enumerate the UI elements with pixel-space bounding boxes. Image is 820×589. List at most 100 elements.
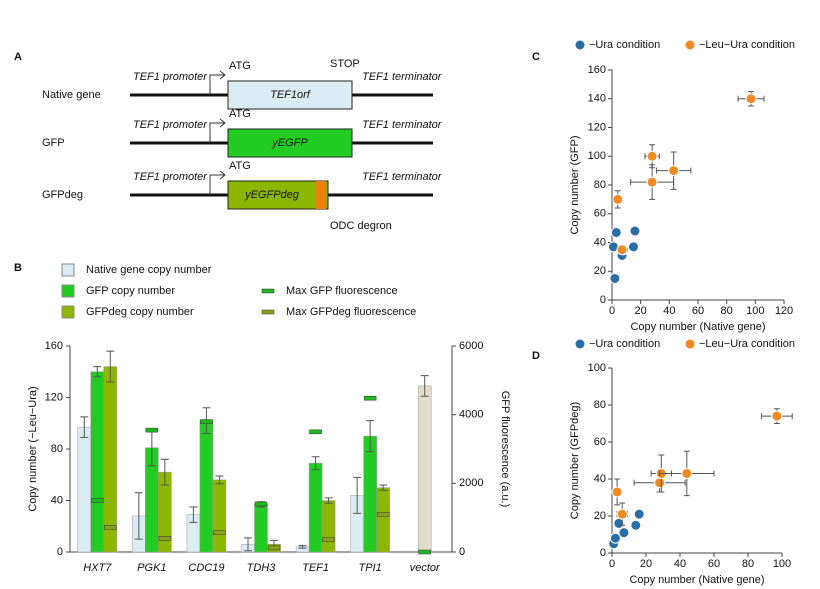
y-tick-label: 0 — [600, 294, 606, 306]
gene-box — [227, 128, 353, 158]
panel-label: A — [14, 51, 22, 63]
legend-marker — [574, 338, 586, 350]
point — [609, 272, 621, 284]
terminator-label: TEF1 terminator — [362, 119, 443, 131]
gene-box — [227, 180, 329, 210]
bar — [376, 487, 390, 553]
legend-label: Max GFPdeg fluorescence — [286, 306, 416, 318]
x-tick-label: 40 — [674, 558, 686, 570]
x-tick-label: 120 — [775, 305, 793, 317]
error-bar — [93, 366, 102, 378]
panel-label: D — [532, 350, 540, 362]
fluorescence-marker — [376, 511, 390, 517]
x-tick-label: TDH3 — [247, 562, 277, 574]
y-tick-label: 20 — [594, 265, 606, 277]
start-codon: ATG — [229, 60, 251, 72]
y-tick-label: 80 — [594, 179, 606, 191]
x-axis-title: Copy number (Native gene) — [629, 574, 764, 586]
bar — [254, 504, 268, 553]
y-tick-label: 0 — [600, 547, 606, 559]
y-tick-label: 60 — [594, 436, 606, 448]
construct-name: Native gene — [42, 89, 101, 101]
x-tick-label: vector — [410, 562, 441, 574]
fluorescence-marker — [267, 545, 281, 551]
point — [633, 508, 645, 520]
x-axis-title: Copy number (Native gene) — [630, 321, 765, 333]
y-tick-label: 40 — [594, 236, 606, 248]
legend-marker — [261, 309, 275, 315]
point — [611, 486, 623, 498]
legend-marker — [684, 39, 696, 51]
point — [646, 150, 658, 162]
legend-swatch — [61, 284, 75, 298]
legend-swatch — [61, 305, 75, 319]
promoter-label: TEF1 promoter — [133, 171, 208, 183]
x-tick-label: 0 — [609, 558, 615, 570]
point — [628, 241, 639, 253]
y-axis-title: Copy number (−Leu−Ura) — [27, 386, 39, 511]
bar — [199, 420, 214, 553]
legend-label: −Ura condition — [589, 39, 660, 51]
y-tick-label: 100 — [588, 362, 606, 374]
y2-axis-title: GFP fluorescence (a.u.) — [499, 391, 511, 508]
y-tick-label: 80 — [594, 399, 606, 411]
terminator-label: TEF1 terminator — [362, 71, 443, 83]
x-tick-label: 0 — [609, 305, 615, 317]
legend-label: Native gene copy number — [86, 264, 212, 276]
degron-box — [316, 181, 326, 209]
x-tick-label: 100 — [773, 558, 791, 570]
construct-name: GFPdeg — [42, 189, 83, 201]
error-bar — [420, 375, 429, 397]
x-tick-label: 100 — [746, 305, 764, 317]
fluorescence-marker — [158, 536, 172, 541]
fluorescence-marker — [363, 395, 377, 401]
error-bar — [160, 458, 169, 486]
y2-tick-label: 6000 — [459, 340, 483, 352]
y2-tick-label: 4000 — [459, 409, 483, 421]
point — [629, 225, 641, 237]
gene-label: yEGFPdeg — [244, 189, 300, 201]
error-bar — [215, 475, 224, 485]
x-tick-label: 80 — [721, 305, 733, 317]
x-tick-label: PGK1 — [137, 562, 166, 574]
degron-label: ODC degron — [330, 220, 392, 232]
point — [668, 165, 680, 177]
panel-label: C — [532, 51, 540, 63]
point — [618, 527, 630, 539]
gene-label: TEF1orf — [270, 89, 311, 101]
y2-tick-label: 0 — [459, 546, 465, 558]
construct-name: GFP — [42, 137, 65, 149]
fluorescence-marker — [213, 530, 226, 536]
point — [609, 532, 621, 544]
legend-swatch — [61, 263, 75, 277]
legend-label: GFPdeg copy number — [86, 306, 194, 318]
x-tick-label: 60 — [708, 558, 720, 570]
start-codon: ATG — [229, 160, 251, 172]
fluorescence-marker — [418, 549, 431, 555]
legend-marker — [261, 288, 275, 294]
y-tick-label: 60 — [594, 208, 606, 220]
bar — [212, 479, 227, 553]
fluorescence-marker — [145, 427, 159, 433]
bar — [417, 385, 432, 553]
bar — [90, 371, 105, 553]
point — [771, 410, 783, 422]
error-bar — [366, 420, 375, 453]
y-tick-label: 40 — [594, 473, 606, 485]
stop-codon: STOP — [330, 58, 360, 70]
fluorescence-marker — [91, 498, 104, 503]
gene-label: yEGFP — [271, 137, 308, 149]
error-bar — [324, 497, 333, 504]
point — [646, 176, 658, 188]
y-axis-title: Copy number (GFPdeg) — [569, 402, 581, 519]
gene-box — [227, 80, 353, 110]
x-tick-label: HXT7 — [83, 562, 112, 574]
bar — [103, 366, 118, 553]
error-bar — [106, 350, 115, 383]
x-tick-label: 20 — [640, 558, 652, 570]
y-tick-label: 160 — [45, 340, 63, 352]
error-bar — [134, 492, 143, 540]
y-tick-label: 40 — [51, 494, 63, 506]
start-codon: ATG — [229, 108, 251, 120]
